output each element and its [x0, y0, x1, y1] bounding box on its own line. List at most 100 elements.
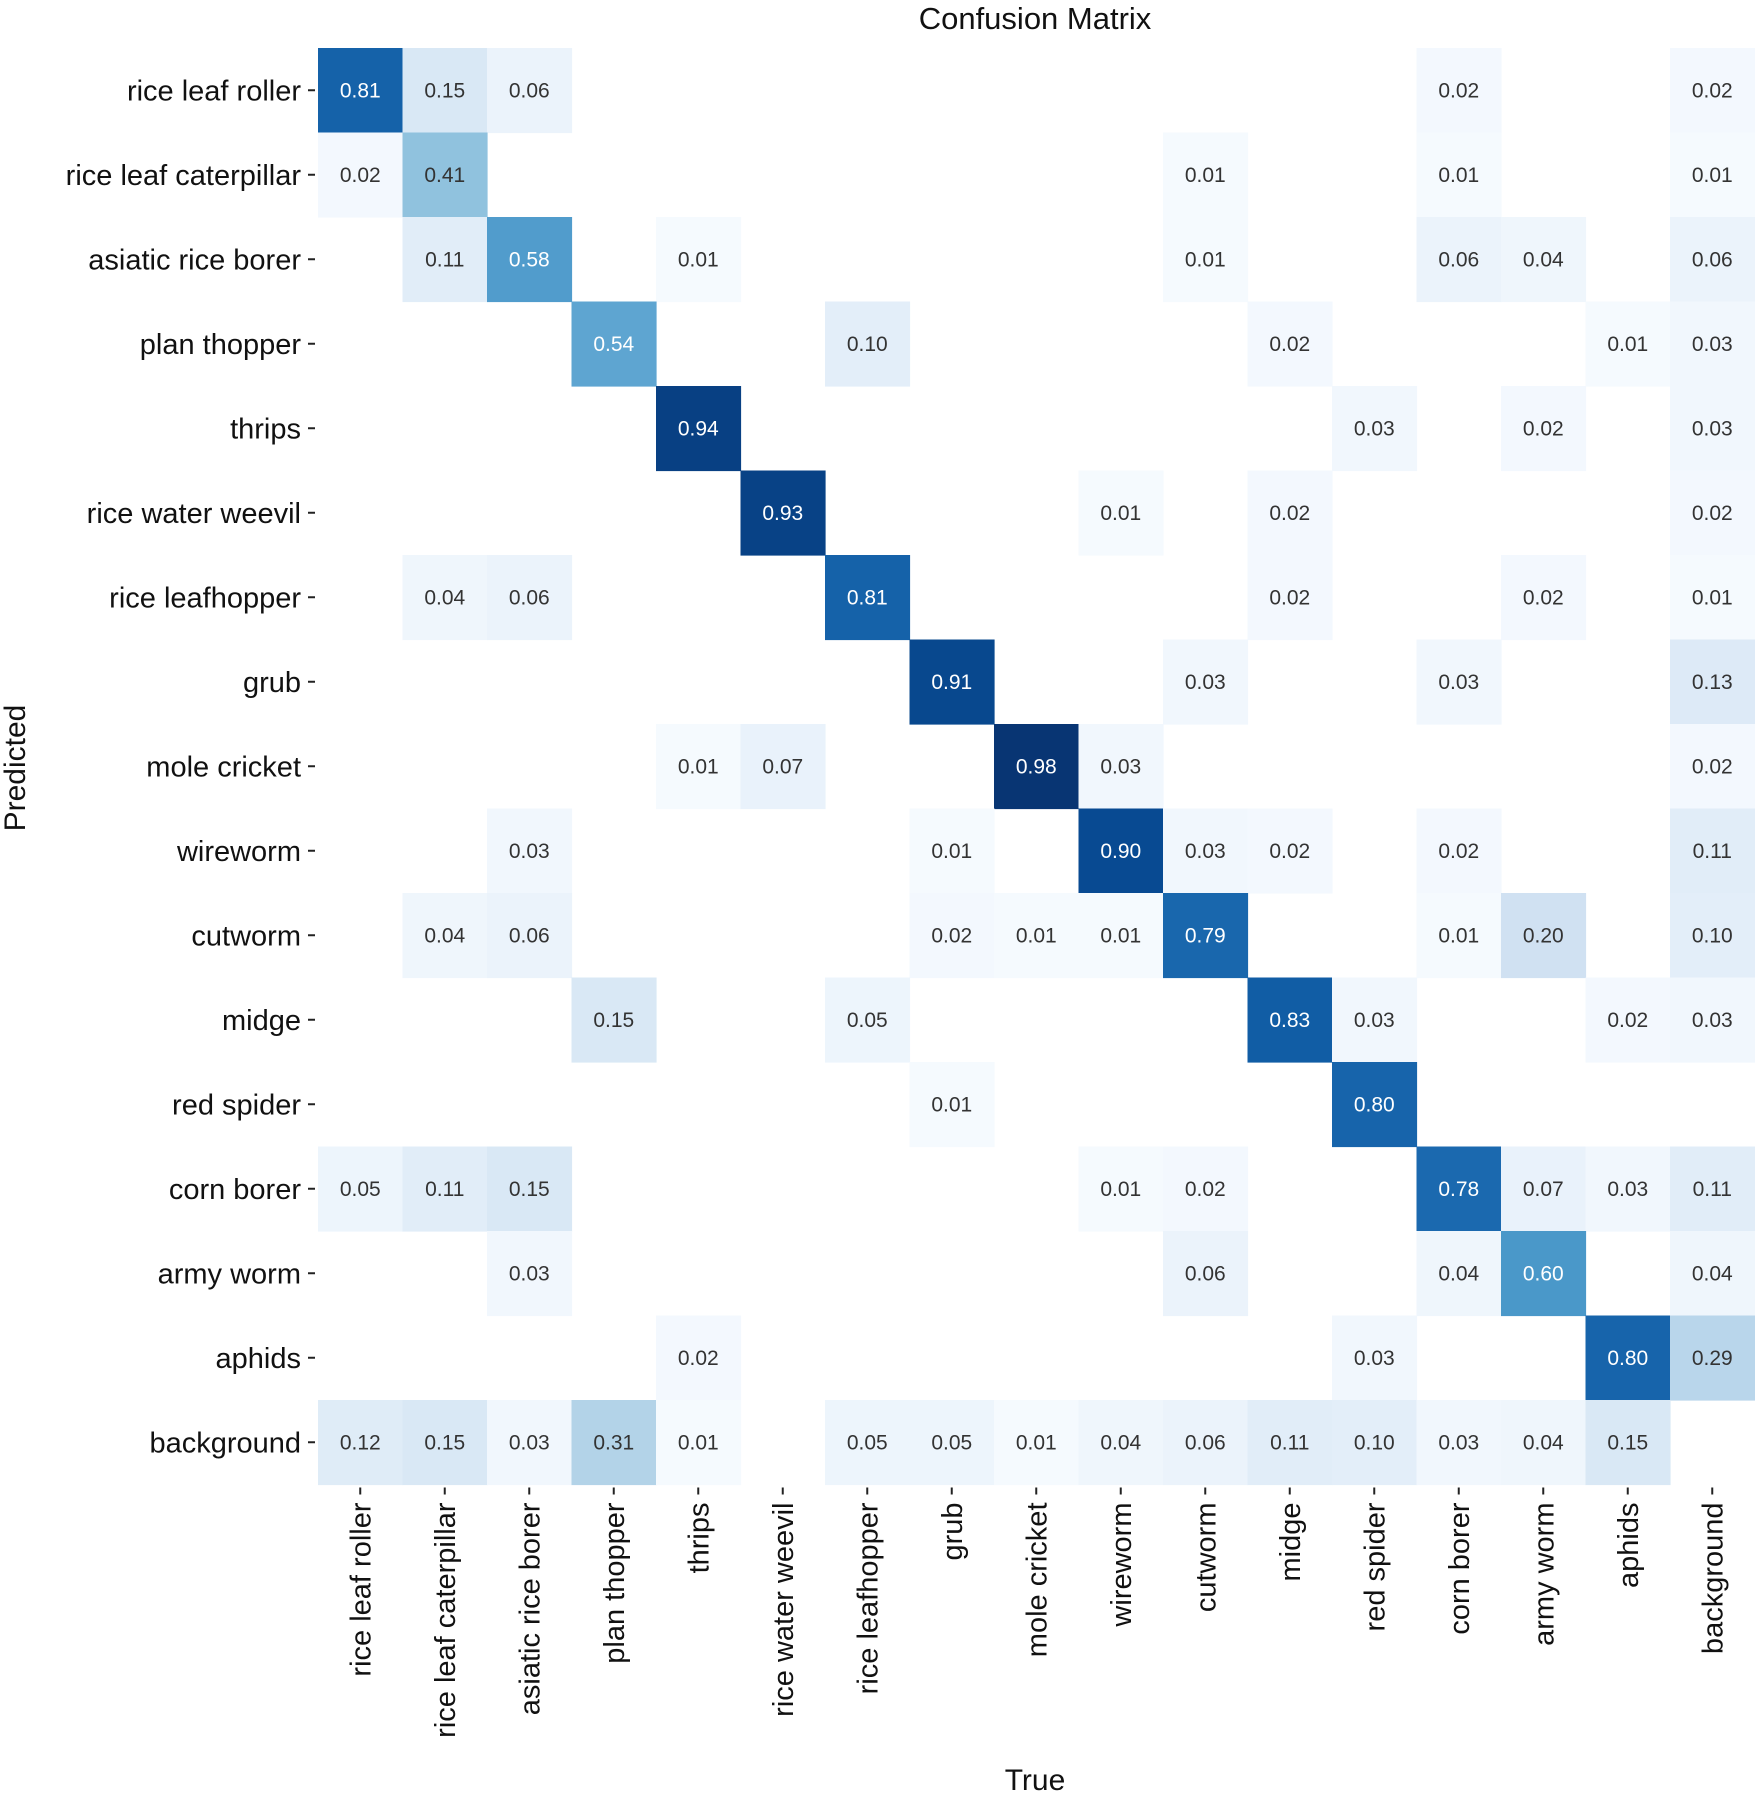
heatmap-cell-corn-borer-vs-army-worm [1501, 1146, 1587, 1232]
x-tick-label-background: background [1697, 1503, 1729, 1655]
heatmap-cell-value: 0.02 [1269, 502, 1310, 525]
x-tick-label-wireworm: wireworm [1106, 1503, 1138, 1628]
heatmap-cell-value: 0.79 [1185, 924, 1226, 947]
y-tick-label-red-spider: red spider [172, 1089, 301, 1121]
heatmap-cell-corn-borer-vs-rice-leaf-caterpillar [402, 1146, 488, 1232]
y-tick-label-corn-borer: corn borer [169, 1174, 302, 1206]
heatmap-cell-value: 0.03 [1692, 333, 1733, 356]
heatmap-cell-mole-cricket-vs-mole-cricket [994, 724, 1080, 810]
heatmap-cell-grub-vs-background [1670, 639, 1755, 725]
heatmap-cell-background-vs-rice-leaf-roller [318, 1400, 404, 1486]
heatmap-cell-cutworm-vs-rice-leaf-caterpillar [402, 893, 488, 979]
heatmap-cell-background-vs-aphids [1585, 1400, 1671, 1486]
heatmap-cell-wireworm-vs-midge [1247, 808, 1333, 894]
x-tick-label-army-worm: army worm [1528, 1503, 1560, 1646]
heatmap-cell-value: 0.98 [1016, 755, 1057, 778]
heatmap-cell-cutworm-vs-wireworm [1078, 893, 1164, 979]
heatmap-cell-value: 0.83 [1269, 1009, 1310, 1032]
x-axis-ticks: rice leaf roller rice leaf caterpillar asi… [345, 1487, 1729, 1738]
heatmap-cell-asiatic-rice-borer-vs-cutworm [1163, 217, 1249, 303]
heatmap-cell-grub-vs-corn-borer [1416, 639, 1502, 725]
heatmap-cell-background-vs-army-worm [1501, 1400, 1587, 1486]
heatmap-cell-corn-borer-vs-rice-leaf-roller [318, 1146, 404, 1232]
heatmap-cell-mole-cricket-vs-wireworm [1078, 724, 1164, 810]
x-tick-label-plan-thopper: plan thopper [599, 1502, 631, 1664]
heatmap-cell-aphids-vs-background [1670, 1315, 1755, 1401]
heatmap-cell-background-vs-asiatic-rice-borer [487, 1400, 573, 1486]
heatmap-cell-thrips-vs-red-spider [1332, 386, 1418, 472]
heatmap-cell-grub-vs-grub [909, 639, 995, 725]
heatmap-cell-value: 0.20 [1523, 924, 1564, 947]
heatmap-cell-plan-thopper-vs-aphids [1585, 301, 1671, 387]
heatmap-cell-value: 0.03 [1692, 1009, 1733, 1032]
heatmap-cell-value: 0.01 [1692, 164, 1733, 187]
heatmap-cell-value: 0.06 [1692, 248, 1733, 271]
heatmap-cell-value: 0.01 [931, 1093, 972, 1116]
y-tick-label-background: background [149, 1427, 301, 1459]
heatmap-cell-value: 0.01 [678, 1431, 719, 1454]
x-tick-label-rice-water-weevil: rice water weevil [768, 1503, 800, 1717]
heatmap-cell-plan-thopper-vs-midge [1247, 301, 1333, 387]
heatmap-cell-background-vs-rice-leafhopper [825, 1400, 911, 1486]
heatmap-cell-rice-leaf-caterpillar-vs-cutworm [1163, 132, 1249, 218]
heatmap-cell-value: 0.01 [1100, 924, 1141, 947]
heatmap-cell-value: 0.01 [1016, 924, 1057, 947]
heatmap-cell-aphids-vs-thrips [656, 1315, 742, 1401]
heatmap-cell-values: 0.81 0.15 0.06 0.02 0.02 0.02 0.41 0.01 0.01 0.01… [340, 79, 1733, 1454]
heatmap-cell-cutworm-vs-background [1670, 893, 1755, 979]
x-tick-label-midge: midge [1275, 1503, 1307, 1582]
heatmap-cell-value: 0.04 [1100, 1431, 1141, 1454]
y-tick-label-rice-leafhopper: rice leafhopper [109, 582, 301, 614]
heatmap-cell-value: 0.15 [424, 1431, 465, 1454]
heatmap-cell-mole-cricket-vs-rice-water-weevil [740, 724, 826, 810]
heatmap-cell-value: 0.31 [593, 1431, 634, 1454]
heatmap-cell-asiatic-rice-borer-vs-thrips [656, 217, 742, 303]
y-axis-label: Predicted [0, 705, 32, 832]
heatmap-cell-army-worm-vs-army-worm [1501, 1231, 1587, 1317]
heatmap-cell-rice-leaf-roller-vs-rice-leaf-caterpillar [402, 48, 488, 134]
y-tick-label-grub: grub [243, 667, 301, 699]
heatmap-cell-rice-leaf-roller-vs-rice-leaf-roller [318, 48, 404, 134]
heatmap-cell-value: 0.07 [1523, 1178, 1564, 1201]
heatmap-cell-mole-cricket-vs-thrips [656, 724, 742, 810]
heatmap-cell-midge-vs-background [1670, 977, 1755, 1063]
heatmap-cell-background-vs-mole-cricket [994, 1400, 1080, 1486]
heatmap-cell-mole-cricket-vs-background [1670, 724, 1755, 810]
x-tick-label-rice-leaf-roller: rice leaf roller [345, 1502, 377, 1676]
heatmap-cell-value: 0.02 [1185, 1178, 1226, 1201]
x-tick-label-cutworm: cutworm [1190, 1503, 1222, 1613]
heatmap-cell-rice-water-weevil-vs-background [1670, 470, 1755, 556]
heatmap-cell-value: 0.03 [1354, 1347, 1395, 1370]
heatmap-cell-rice-leaf-roller-vs-corn-borer [1416, 48, 1502, 134]
heatmap-cell-army-worm-vs-cutworm [1163, 1231, 1249, 1317]
heatmap-cell-value: 0.03 [509, 1431, 550, 1454]
y-tick-label-army-worm: army worm [158, 1258, 301, 1290]
heatmap-cell-value: 0.06 [1185, 1431, 1226, 1454]
heatmap-cells [318, 48, 1755, 1486]
heatmap-cell-value: 0.81 [340, 79, 381, 102]
heatmap-cell-value: 0.02 [1438, 79, 1479, 102]
heatmap-cell-value: 0.03 [509, 1262, 550, 1285]
heatmap-cell-grub-vs-cutworm [1163, 639, 1249, 725]
heatmap-cell-value: 0.15 [1607, 1431, 1648, 1454]
heatmap-cell-value: 0.03 [1354, 1009, 1395, 1032]
heatmap-cell-value: 0.02 [1692, 79, 1733, 102]
heatmap-cell-value: 0.02 [1438, 840, 1479, 863]
heatmap-cell-value: 0.03 [1185, 671, 1226, 694]
y-tick-label-thrips: thrips [230, 413, 301, 445]
heatmap-cell-value: 0.03 [1438, 671, 1479, 694]
heatmap-cell-plan-thopper-vs-plan-thopper [571, 301, 657, 387]
heatmap-cell-corn-borer-vs-corn-borer [1416, 1146, 1502, 1232]
x-tick-label-corn-borer: corn borer [1444, 1502, 1476, 1635]
heatmap-cell-value: 0.03 [509, 840, 550, 863]
heatmap-cell-background-vs-corn-borer [1416, 1400, 1502, 1486]
heatmap-cell-value: 0.01 [1438, 924, 1479, 947]
heatmap-cell-army-worm-vs-background [1670, 1231, 1755, 1317]
heatmap-cell-rice-leaf-caterpillar-vs-corn-borer [1416, 132, 1502, 218]
heatmap-cell-plan-thopper-vs-background [1670, 301, 1755, 387]
heatmap-cell-value: 0.01 [1016, 1431, 1057, 1454]
heatmap-cell-value: 0.15 [424, 79, 465, 102]
heatmap-cell-value: 0.91 [931, 671, 972, 694]
heatmap-cell-rice-leafhopper-vs-midge [1247, 555, 1333, 641]
